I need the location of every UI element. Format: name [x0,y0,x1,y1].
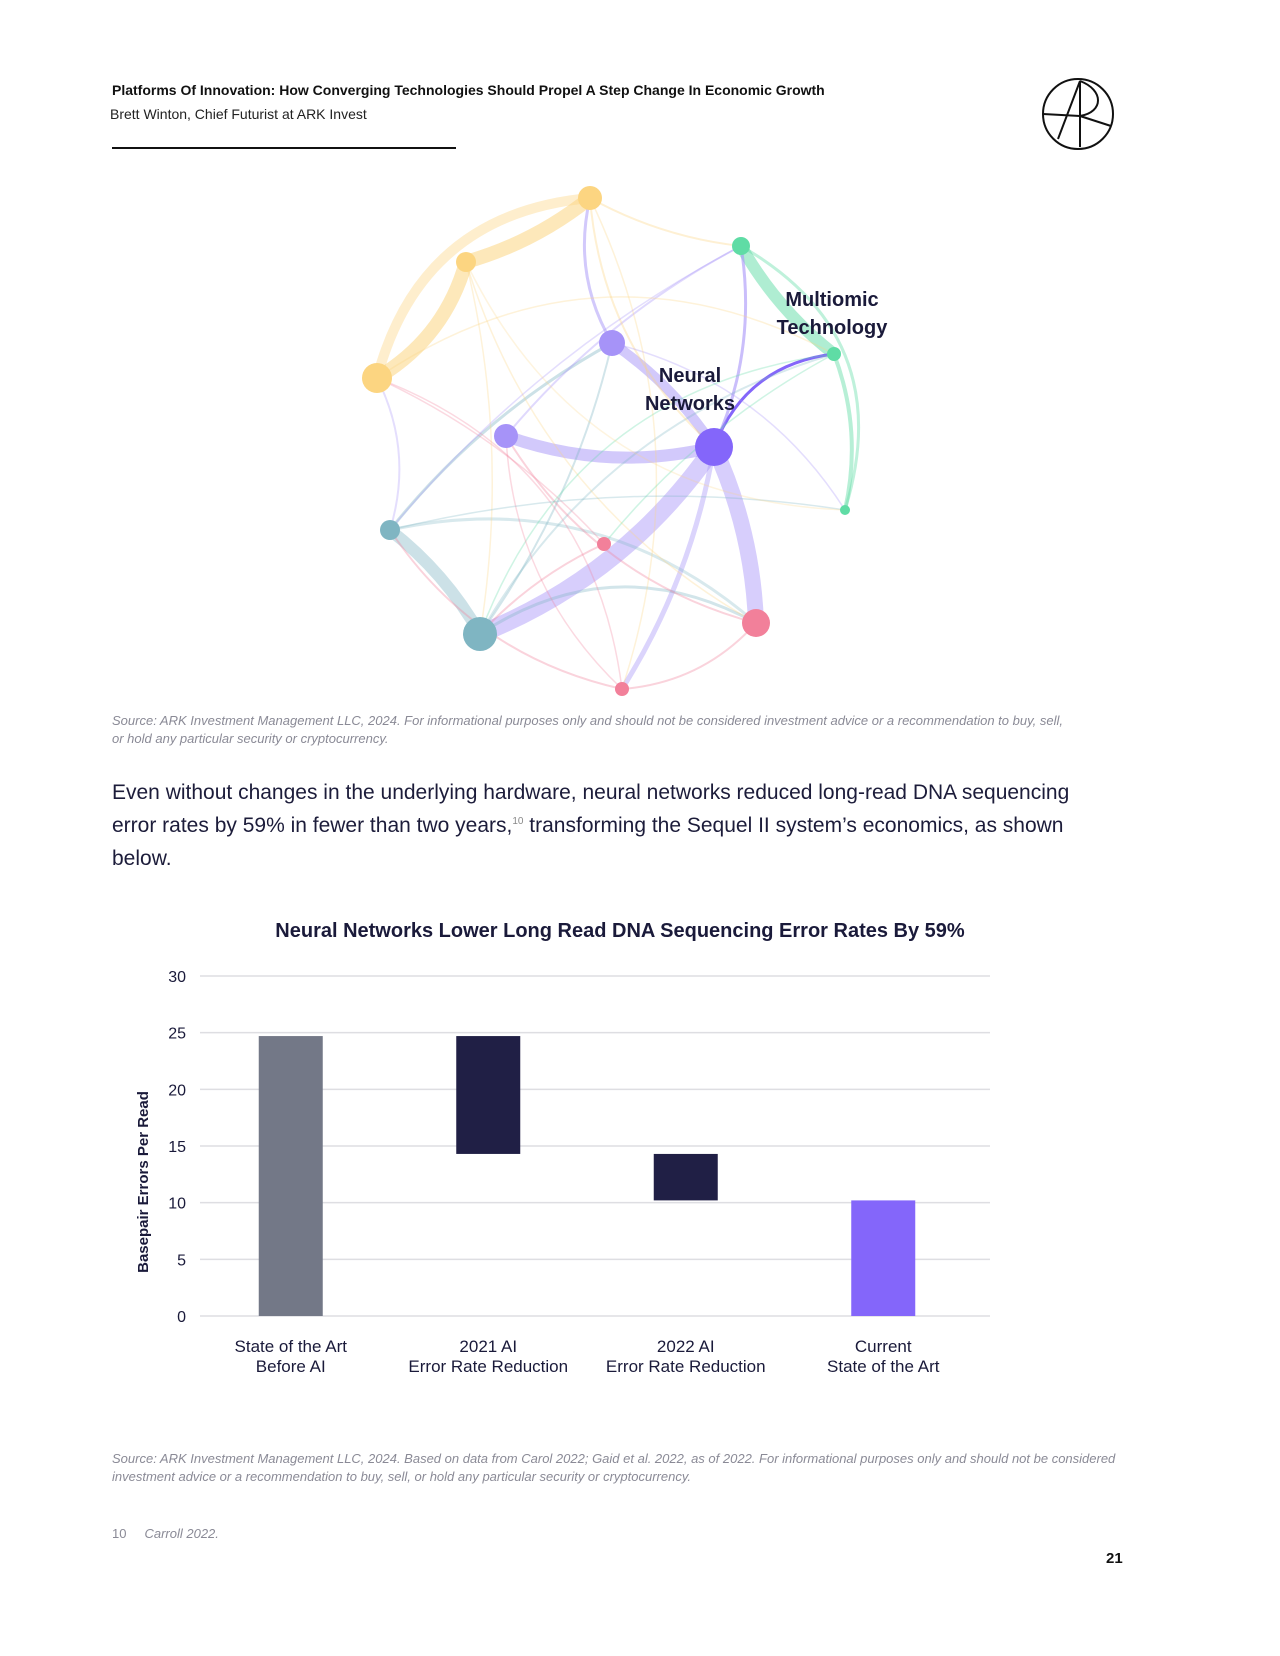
network-edge [706,439,764,631]
y-tick-label: 10 [168,1196,186,1213]
network-edge [478,585,758,636]
y-axis-label: Basepair Errors Per Read [135,1091,152,1273]
header-divider [112,147,456,149]
network-edge [832,352,854,512]
network-edge [471,438,723,643]
body-text-after: transforming the Sequel II system’s econ… [112,814,1064,870]
x-tick-label: State of the Art [235,1337,348,1356]
x-tick-label: Current [855,1337,912,1356]
network-edge [712,244,748,449]
network-node [380,520,400,540]
network-edge [621,622,757,690]
network-edge [735,240,840,360]
technology-network-diagram [362,186,861,696]
network-node [615,682,629,696]
chart-bar [456,1036,521,1154]
x-tick-label: 2021 AI [459,1337,517,1356]
network-node [494,424,518,448]
network-edge [619,444,717,692]
network-node [456,252,476,272]
chart-bar [851,1200,916,1316]
network-source-note: Source: ARK Investment Management LLC, 2… [112,713,1063,746]
footnote-number: 10 [112,1526,127,1541]
network-node [732,237,750,255]
chart-title: Neural Networks Lower Long Read DNA Sequ… [275,920,965,942]
network-node [827,347,841,361]
network-node [362,363,392,393]
document-author: Brett Winton, Chief Futurist at ARK Inve… [110,106,367,122]
body-text-before: Even without changes in the underlying h… [112,781,1070,837]
network-edge [372,193,595,383]
network-edge [459,191,597,269]
network-edge [376,377,401,531]
network-edges [370,191,861,692]
y-tick-label: 15 [168,1139,186,1156]
x-tick-label: Error Rate Reduction [408,1357,568,1376]
network-edge [376,377,623,690]
network-edge [389,245,742,531]
network-edge [465,261,846,511]
network-edge [479,342,613,635]
network-node [840,505,850,515]
x-tick-label: State of the Art [827,1357,940,1376]
network-node [597,537,611,551]
network-edge [465,261,757,624]
network-edge [589,197,715,448]
network-edge [465,261,494,635]
chart-source-note: Source: ARK Investment Management LLC, 2… [112,1451,1116,1484]
network-edge [388,341,614,532]
chart-bar [258,1036,323,1316]
network-edge [505,245,742,437]
y-tick-label: 30 [168,969,186,986]
chart-bars [258,1036,916,1316]
network-edge [376,296,835,379]
network-edge [582,196,614,345]
network-node [578,186,602,210]
network-edge [376,377,605,545]
network-edge [479,353,835,635]
network-edge [389,495,846,531]
chart-bar [653,1153,718,1201]
network-edge [589,197,658,690]
network-node [695,428,733,466]
x-tick-label: Before AI [256,1357,326,1376]
y-tick-label: 5 [177,1252,186,1269]
ark-logo-icon [1042,78,1114,150]
network-edge [384,524,486,640]
network-edge [370,255,473,385]
footnote-reference[interactable]: 10 [512,816,524,827]
network-node [463,617,497,651]
network-edge [589,197,742,247]
network-edge [479,353,835,635]
y-tick-label: 20 [168,1082,186,1099]
network-node [599,330,625,356]
footnote: 10 Carroll 2022. [112,1526,219,1541]
chart-y-ticks: 0 5 10 15 20 25 30 [168,969,186,1326]
network-edge [739,244,861,512]
network-node [742,609,770,637]
network-edge [479,543,605,635]
footnote-text: Carroll 2022. [144,1526,219,1541]
page-number: 21 [1106,1550,1123,1567]
body-paragraph: Even without changes in the underlying h… [112,776,1072,875]
x-tick-label: Error Rate Reduction [606,1357,766,1376]
neural-networks-label: Neural Networks [644,365,736,415]
multiomic-technology-label: Multiomic Technology [776,289,888,339]
y-tick-label: 0 [177,1309,186,1326]
network-edge [611,342,846,511]
network-edge [388,517,758,625]
network-edge [505,435,623,690]
network-edge [500,430,720,464]
x-tick-label: 2022 AI [657,1337,715,1356]
network-nodes [362,186,850,696]
network-edge [505,435,757,624]
y-tick-label: 25 [168,1026,186,1043]
document-title: Platforms Of Innovation: How Converging … [112,82,825,98]
